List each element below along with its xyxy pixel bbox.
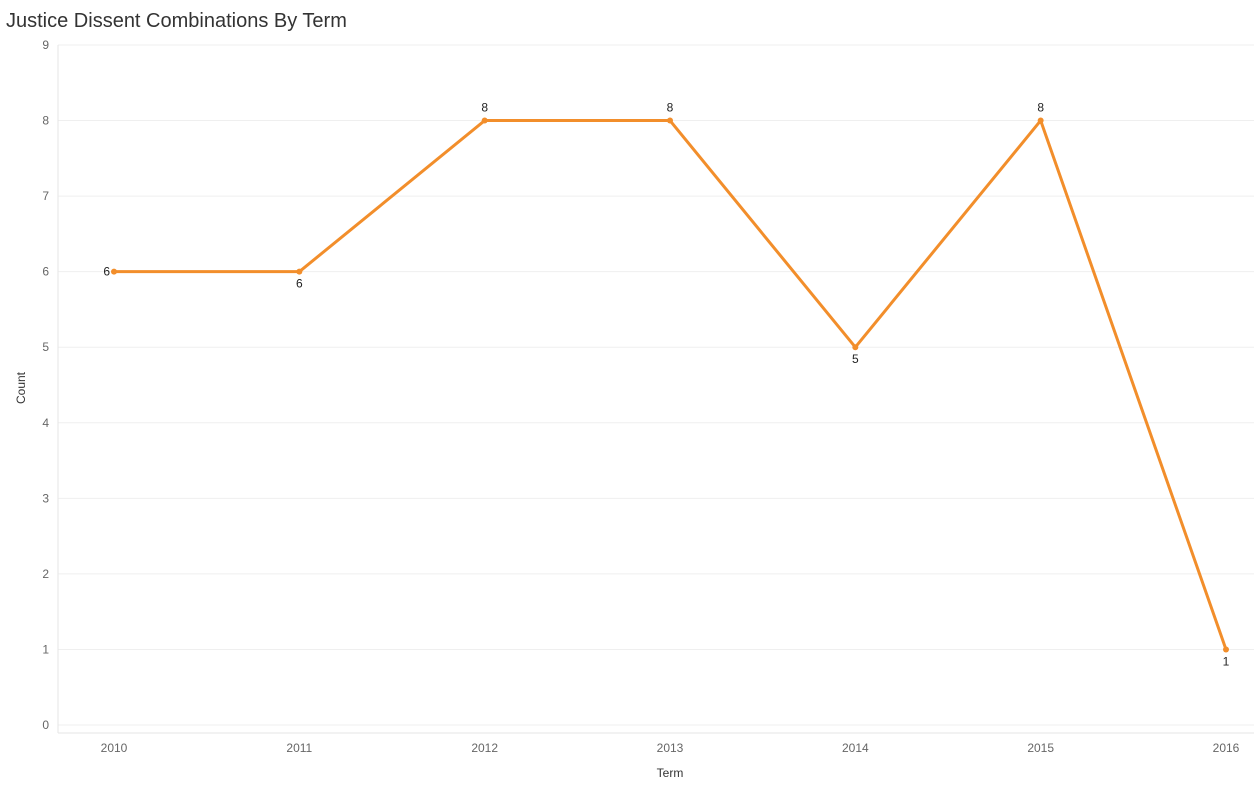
y-tick-label: 8 <box>42 114 49 128</box>
gridlines <box>58 44 1254 726</box>
series-group <box>111 117 1229 653</box>
data-label: 8 <box>667 101 674 115</box>
y-tick-label: 9 <box>42 38 49 52</box>
data-label: 8 <box>481 101 488 115</box>
x-tick-label: 2013 <box>657 741 684 755</box>
y-tick-label: 5 <box>42 340 49 354</box>
y-tick-label: 2 <box>42 567 49 581</box>
y-tick-label: 7 <box>42 189 49 203</box>
data-label-group: 6 6 8 8 5 8 1 <box>103 101 1229 669</box>
x-axis-ticks: 2010 2011 2012 2013 2014 2015 2016 <box>101 741 1240 755</box>
y-tick-label: 3 <box>42 491 49 505</box>
chart-title: Justice Dissent Combinations By Term <box>6 10 347 32</box>
x-tick-label: 2014 <box>842 741 869 755</box>
x-axis-title: Term <box>657 766 684 780</box>
x-tick-label: 2015 <box>1027 741 1054 755</box>
data-point <box>481 117 488 124</box>
x-tick-label: 2012 <box>471 741 498 755</box>
y-axis-title: Count <box>14 371 28 404</box>
y-tick-label: 1 <box>42 642 49 656</box>
series-line <box>112 119 1228 651</box>
data-label: 6 <box>103 265 110 279</box>
data-point <box>296 268 303 275</box>
y-tick-label: 0 <box>42 718 49 732</box>
y-tick-label: 4 <box>42 416 49 430</box>
x-tick-label: 2011 <box>286 741 312 755</box>
y-tick-label: 6 <box>42 265 49 279</box>
data-label: 1 <box>1223 654 1230 668</box>
data-label: 6 <box>296 277 303 291</box>
y-axis-ticks: 0 1 2 3 4 5 6 7 8 9 <box>42 38 49 732</box>
data-label: 5 <box>852 352 859 366</box>
x-tick-label: 2010 <box>101 741 128 755</box>
data-point <box>1037 117 1044 124</box>
data-point <box>111 268 117 275</box>
data-point <box>667 117 673 124</box>
data-label: 8 <box>1037 101 1044 115</box>
data-point <box>852 344 859 351</box>
data-point <box>1223 646 1229 653</box>
x-tick-label: 2016 <box>1213 741 1240 755</box>
